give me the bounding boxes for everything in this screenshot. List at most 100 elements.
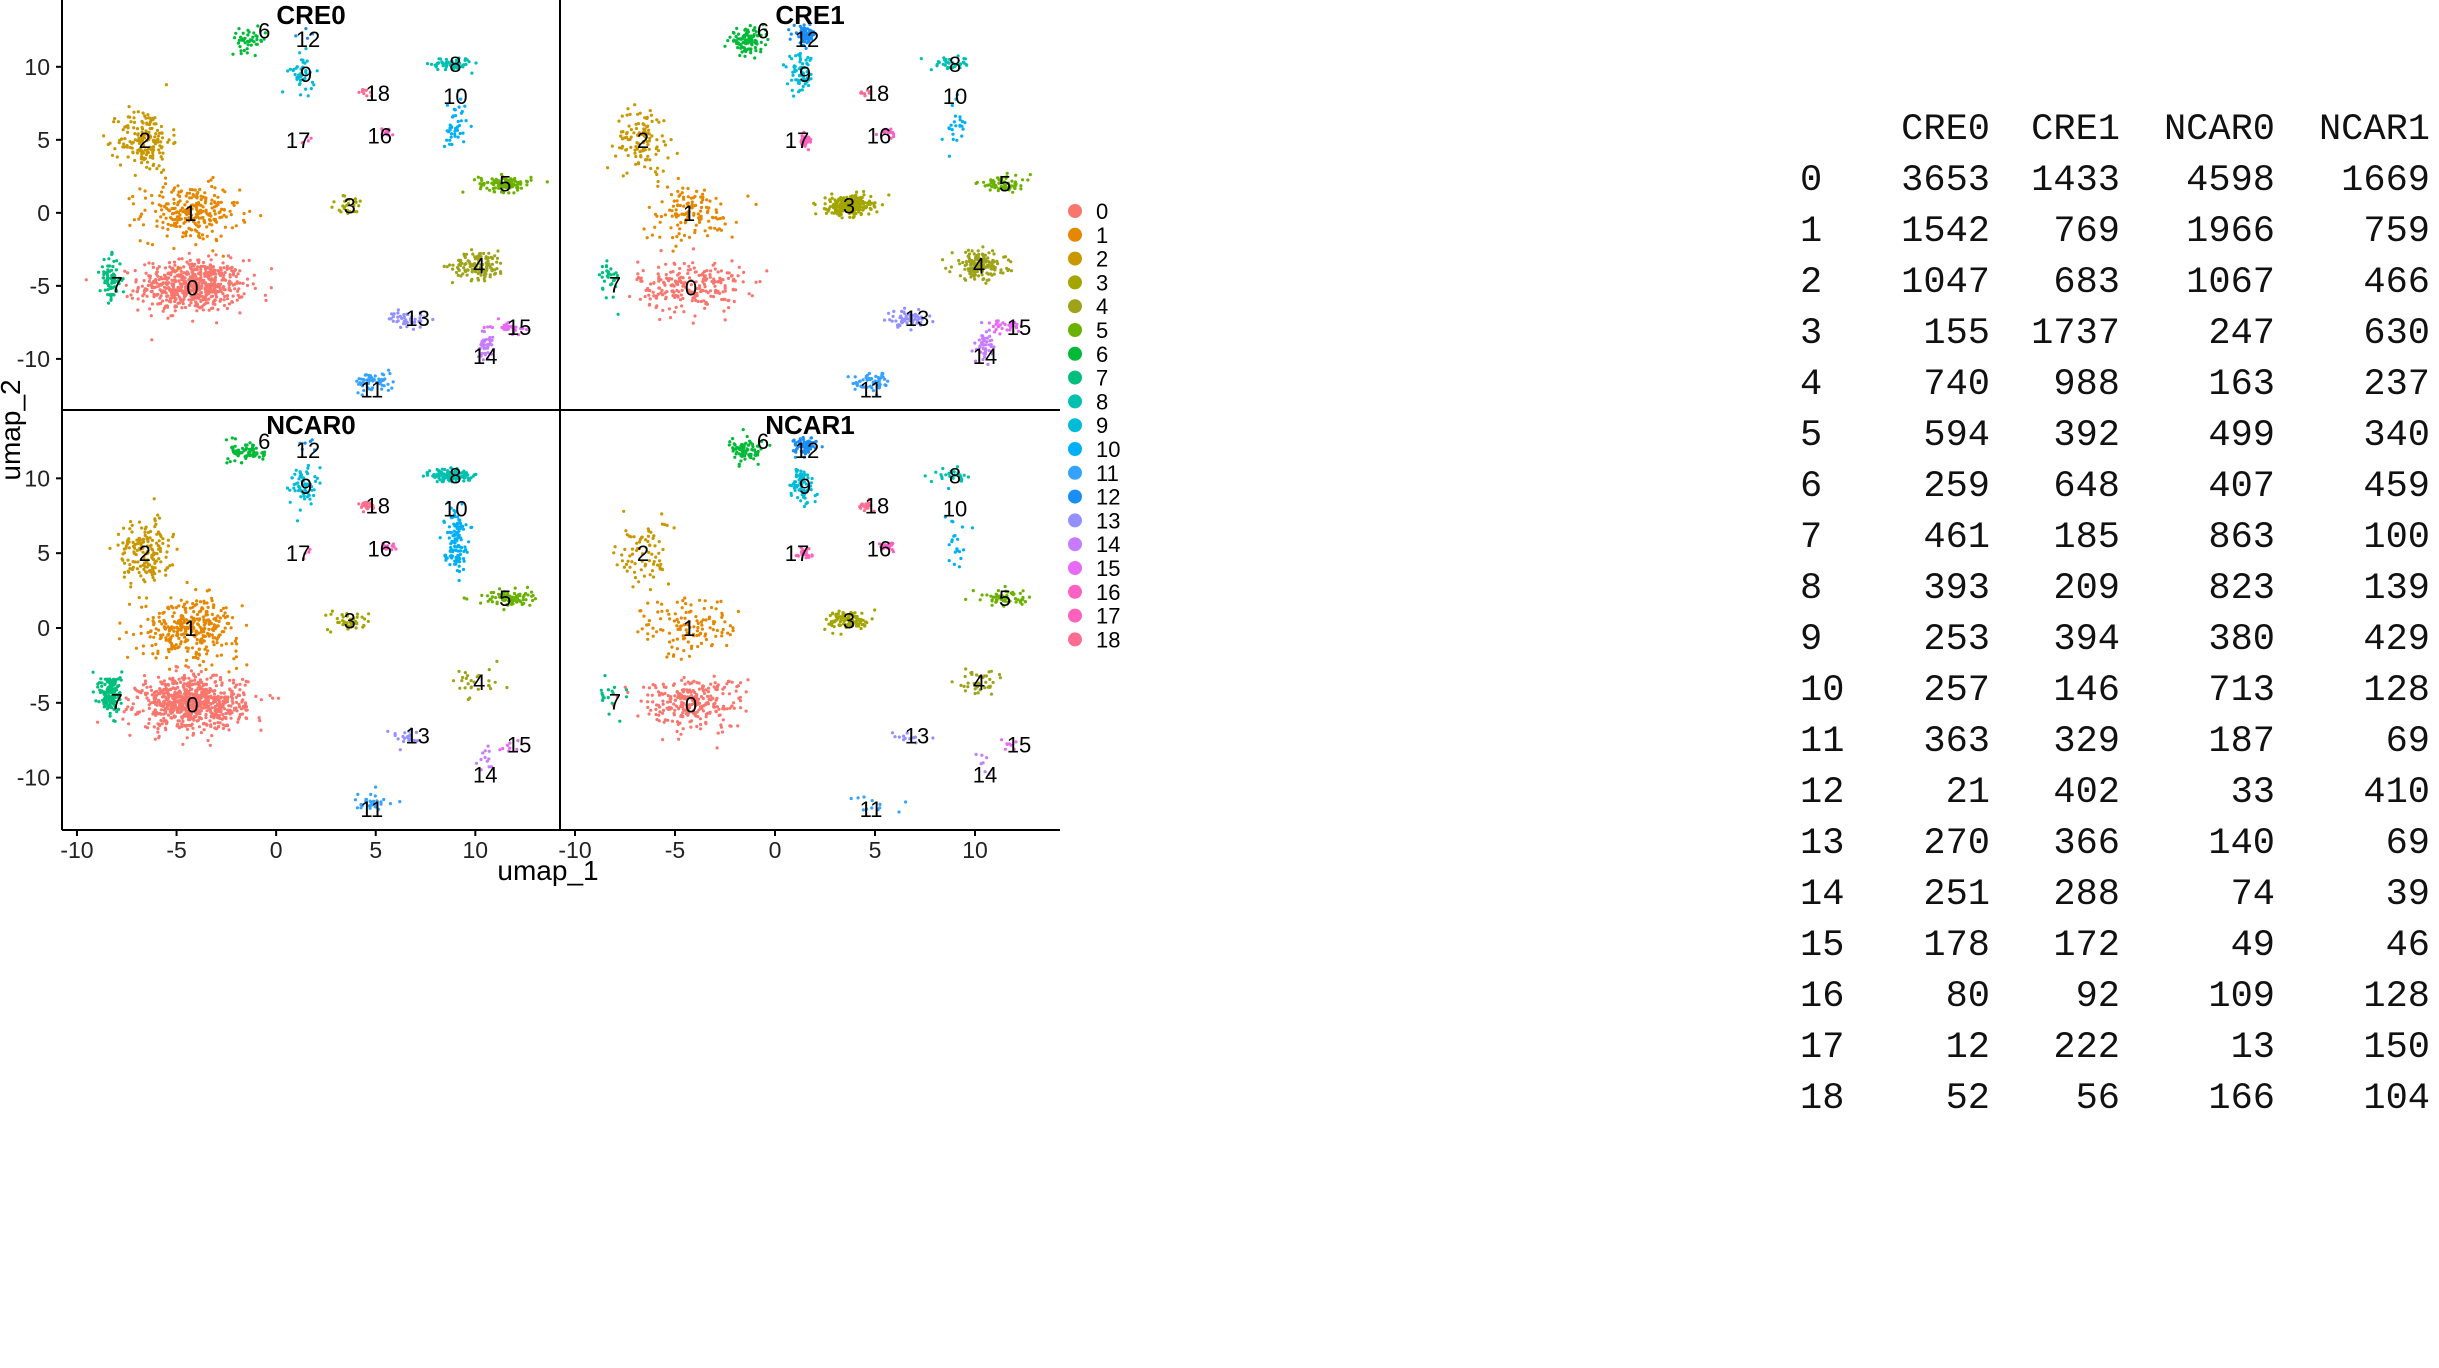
point-cluster-0 xyxy=(169,711,173,715)
point-cluster-3 xyxy=(347,197,351,202)
point-cluster-0 xyxy=(198,678,203,682)
point-cluster-1 xyxy=(183,220,187,224)
point-cluster-5 xyxy=(513,586,517,590)
point-cluster-0 xyxy=(639,276,643,280)
point-cluster-7 xyxy=(103,682,107,687)
point-cluster-8 xyxy=(958,66,962,70)
point-cluster-0 xyxy=(141,299,145,303)
point-cluster-0 xyxy=(681,276,685,280)
point-cluster-4 xyxy=(488,264,492,268)
point-cluster-14 xyxy=(490,343,494,347)
point-cluster-8 xyxy=(929,68,933,72)
point-cluster-1 xyxy=(221,606,226,610)
point-cluster-0 xyxy=(164,722,168,726)
point-cluster-1 xyxy=(220,207,224,211)
point-cluster-2 xyxy=(638,111,642,115)
point-cluster-8 xyxy=(443,68,448,72)
point-cluster-13 xyxy=(402,315,406,319)
point-cluster-5 xyxy=(513,176,517,181)
point-cluster-7 xyxy=(98,690,102,695)
point-cluster-5 xyxy=(1019,184,1023,188)
point-cluster-13 xyxy=(390,312,394,316)
point-cluster-0 xyxy=(163,266,168,270)
point-cluster-4 xyxy=(958,262,962,266)
point-cluster-0 xyxy=(236,717,241,721)
point-cluster-1 xyxy=(166,647,171,652)
point-cluster-7 xyxy=(614,285,618,289)
point-cluster-0 xyxy=(146,726,150,730)
point-cluster-10 xyxy=(450,142,454,147)
point-cluster-2 xyxy=(624,148,629,152)
point-cluster-5 xyxy=(988,188,992,192)
point-cluster-6 xyxy=(736,46,740,50)
point-cluster-8 xyxy=(425,62,430,66)
point-cluster-13 xyxy=(418,316,422,320)
point-cluster-0 xyxy=(141,294,145,298)
point-cluster-0 xyxy=(147,717,152,721)
point-cluster-0 xyxy=(176,722,180,726)
point-cluster-6 xyxy=(251,447,256,451)
point-cluster-2 xyxy=(129,520,133,524)
point-cluster-15 xyxy=(1000,326,1004,331)
point-cluster-0 xyxy=(161,712,166,716)
point-cluster-0 xyxy=(259,728,263,732)
point-cluster-7 xyxy=(615,274,620,278)
point-cluster-5 xyxy=(499,190,504,194)
point-cluster-1 xyxy=(154,656,158,660)
point-cluster-0 xyxy=(153,710,157,714)
point-cluster-4 xyxy=(978,259,982,263)
point-cluster-8 xyxy=(454,61,458,65)
point-cluster-0 xyxy=(245,283,250,288)
point-cluster-2 xyxy=(171,535,175,539)
point-cluster-0 xyxy=(747,292,751,296)
point-cluster-1 xyxy=(709,226,713,230)
point-cluster-5 xyxy=(519,186,524,190)
point-cluster-5 xyxy=(1009,184,1014,188)
point-cluster-1 xyxy=(164,216,168,220)
point-cluster-1 xyxy=(206,605,210,610)
point-cluster-0 xyxy=(197,681,201,685)
point-cluster-9 xyxy=(793,70,797,74)
point-cluster-0 xyxy=(271,696,275,700)
point-cluster-1 xyxy=(193,204,197,208)
point-cluster-0 xyxy=(173,269,177,274)
point-cluster-0 xyxy=(222,285,226,289)
point-cluster-9 xyxy=(293,72,297,77)
point-cluster-0 xyxy=(157,302,161,306)
point-cluster-0 xyxy=(180,704,184,708)
point-cluster-0 xyxy=(736,274,740,278)
point-cluster-0 xyxy=(182,265,186,269)
point-cluster-7 xyxy=(609,283,613,287)
point-cluster-7 xyxy=(600,265,605,269)
point-cluster-0 xyxy=(159,275,163,279)
point-cluster-8 xyxy=(434,64,438,68)
point-cluster-6 xyxy=(752,33,756,37)
point-cluster-0 xyxy=(699,299,704,304)
point-cluster-13 xyxy=(891,314,895,318)
point-cluster-0 xyxy=(169,300,173,304)
point-cluster-0 xyxy=(168,289,172,293)
point-cluster-1 xyxy=(235,201,239,205)
point-cluster-9 xyxy=(784,65,788,69)
point-cluster-5 xyxy=(997,178,1001,182)
point-cluster-5 xyxy=(996,189,1000,193)
point-cluster-1 xyxy=(218,616,222,620)
point-cluster-7 xyxy=(96,685,100,689)
point-cluster-1 xyxy=(185,658,189,663)
point-cluster-1 xyxy=(694,203,698,207)
point-cluster-0 xyxy=(178,297,182,301)
point-cluster-1 xyxy=(219,200,223,204)
point-cluster-1 xyxy=(179,642,183,646)
point-cluster-0 xyxy=(220,717,224,721)
point-cluster-0 xyxy=(211,714,216,718)
point-cluster-0 xyxy=(682,310,686,314)
point-cluster-5 xyxy=(510,185,514,189)
point-cluster-0 xyxy=(212,283,217,287)
point-cluster-0 xyxy=(194,278,198,282)
point-cluster-0 xyxy=(167,261,172,265)
point-cluster-13 xyxy=(410,321,414,325)
point-cluster-2 xyxy=(620,137,625,141)
point-cluster-0 xyxy=(142,279,146,283)
point-cluster-13 xyxy=(396,315,400,319)
point-cluster-10 xyxy=(448,138,452,142)
